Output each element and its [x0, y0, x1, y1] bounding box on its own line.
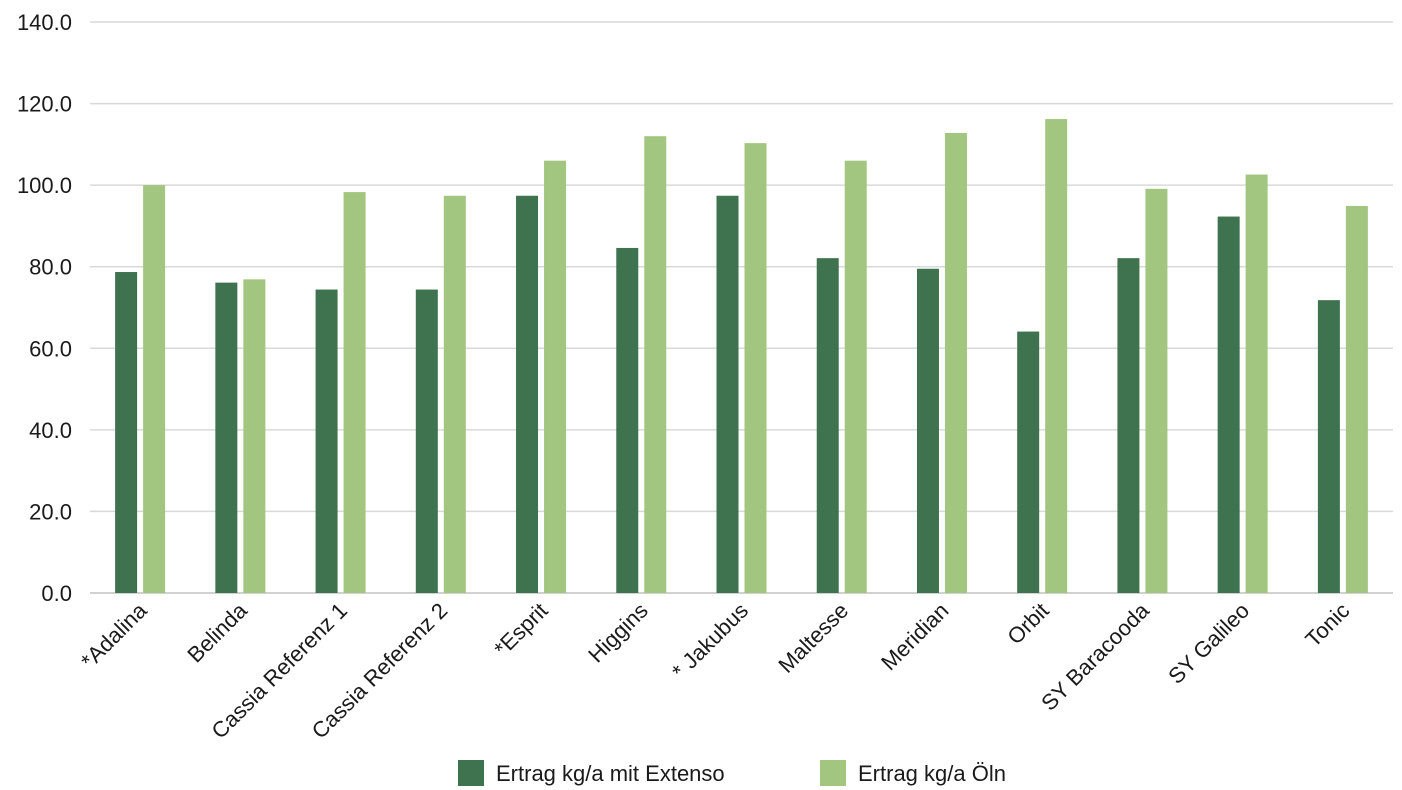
gridlines	[90, 21, 1393, 594]
bar-extenso	[916, 268, 939, 593]
bar-extenso	[215, 282, 238, 593]
x-category-label: * Jakubus	[667, 598, 753, 684]
bar-extenso	[716, 195, 739, 594]
y-tick-label: 140.0	[17, 10, 72, 35]
bar-oeln	[1345, 205, 1368, 593]
legend-swatch	[820, 760, 846, 786]
legend: Ertrag kg/a mit Extenso Ertrag kg/a Öln	[458, 760, 1006, 786]
x-category-label: Orbit	[1002, 598, 1053, 649]
y-tick-label: 60.0	[29, 336, 72, 361]
bar-oeln	[844, 160, 867, 593]
x-category-label: *Adalina	[76, 597, 152, 673]
x-category-label: Higgins	[583, 598, 653, 668]
bar-oeln	[644, 136, 667, 593]
y-tick-label: 80.0	[29, 255, 72, 280]
bar-extenso	[616, 247, 639, 593]
bar-oeln	[343, 192, 366, 594]
bar-oeln	[744, 143, 767, 593]
bar-extenso	[115, 272, 138, 593]
bar-oeln	[143, 185, 166, 593]
bar-extenso	[1317, 300, 1340, 593]
bar-extenso	[315, 289, 338, 593]
bar-extenso	[816, 258, 839, 593]
legend-swatch	[458, 760, 484, 786]
bar-extenso	[1117, 258, 1140, 593]
x-category-label: SY Baracooda	[1036, 597, 1154, 715]
bar-oeln	[544, 160, 567, 593]
bar-extenso	[516, 195, 539, 594]
bar-oeln	[243, 279, 266, 593]
x-category-label: *Esprit	[489, 598, 552, 661]
bar-oeln	[1045, 119, 1068, 593]
y-axis-tick-labels: 0.0 20.0 40.0 60.0 80.0 100.0 120.0 140.0	[17, 10, 72, 606]
y-tick-label: 120.0	[17, 92, 72, 117]
x-category-label: Meridian	[876, 598, 953, 675]
bar-oeln	[443, 195, 466, 594]
y-tick-label: 40.0	[29, 418, 72, 443]
bar-extenso	[1017, 331, 1040, 593]
x-category-label: SY Galileo	[1163, 598, 1254, 689]
legend-label: Ertrag kg/a mit Extenso	[496, 761, 725, 786]
bar-oeln	[944, 132, 967, 594]
x-category-label: Belinda	[182, 597, 252, 667]
bar-oeln	[1145, 188, 1168, 593]
legend-label: Ertrag kg/a Öln	[858, 761, 1006, 786]
y-tick-label: 100.0	[17, 173, 72, 198]
bars	[115, 119, 1368, 594]
x-category-label: Tonic	[1300, 598, 1354, 652]
y-tick-label: 0.0	[41, 581, 72, 606]
bar-extenso	[415, 289, 438, 593]
y-tick-label: 20.0	[29, 499, 72, 524]
x-category-label: Maltesse	[773, 598, 853, 678]
bar-oeln	[1245, 174, 1268, 593]
bar-extenso	[1217, 216, 1240, 593]
